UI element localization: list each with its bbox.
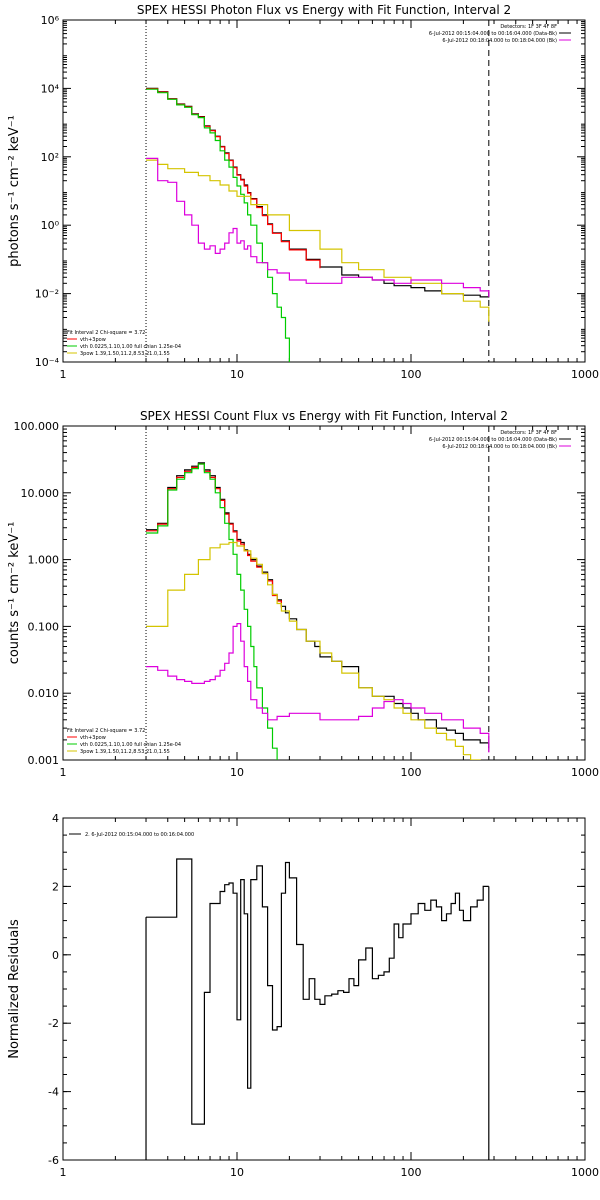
series-group bbox=[146, 462, 490, 760]
y-axis-label: photons s⁻¹ cm⁻² keV⁻¹ bbox=[7, 115, 22, 267]
series-background bbox=[146, 623, 490, 753]
series-3pow bbox=[146, 159, 490, 322]
y-tick-label: 10.000 bbox=[21, 487, 60, 500]
plot-frame bbox=[62, 817, 586, 1161]
y-tick-label: 0.010 bbox=[28, 687, 60, 700]
series-group bbox=[145, 858, 490, 1160]
legend-left-text: 3pow 1.39,1.50,11.2,8.53,21.0,1.55 bbox=[80, 351, 170, 357]
y-tick-label: -6 bbox=[48, 1154, 59, 1167]
legend-left-text: vth 0.0225,1.10,1.00 full chian 1.25e-04 bbox=[80, 344, 181, 350]
x-tick-label: 1000 bbox=[571, 1166, 599, 1179]
y-tick-label: 10⁶ bbox=[41, 14, 60, 27]
chart-2 bbox=[62, 425, 586, 761]
x-tick-label: 1 bbox=[60, 368, 67, 381]
legend-left-text: vth+3pow bbox=[80, 337, 106, 343]
y-tick-label: 10⁴ bbox=[41, 82, 60, 95]
legend-left-text: Fit Interval 2 Chi-square = 3.72 bbox=[67, 728, 145, 734]
y-axis-label: counts s⁻¹ cm⁻² keV⁻¹ bbox=[7, 522, 22, 665]
series-data-bk bbox=[146, 462, 490, 749]
y-tick-label: 100.000 bbox=[14, 420, 60, 433]
legend-left-text: Fit Interval 2 Chi-square = 3.72 bbox=[67, 330, 145, 336]
chart-3 bbox=[62, 817, 586, 1161]
series-vth bbox=[146, 88, 290, 362]
x-tick-label: 100 bbox=[401, 766, 422, 779]
legend-right-text: 6-Jul-2012 00:15:04.000 to 00:16:04.000 … bbox=[429, 437, 557, 443]
legend-left-text: vth+3pow bbox=[80, 735, 106, 741]
series-residuals bbox=[146, 858, 489, 1125]
legend-right-text: 6-Jul-2012 00:18:04.000 to 00:18:04.000 … bbox=[442, 444, 557, 450]
chart-title: SPEX HESSI Photon Flux vs Energy with Fi… bbox=[137, 3, 511, 17]
plot-frame bbox=[62, 19, 586, 363]
legend-right-text: 6-Jul-2012 00:15:04.000 to 00:16:04.000 … bbox=[429, 31, 557, 37]
chart-title: SPEX HESSI Count Flux vs Energy with Fit… bbox=[140, 409, 508, 423]
y-axis-label: Normalized Residuals bbox=[7, 919, 22, 1059]
y-tick-label: 10⁻⁴ bbox=[35, 356, 60, 369]
y-tick-label: 10⁰ bbox=[41, 219, 60, 232]
series-data-bk bbox=[146, 87, 490, 298]
x-tick-label: 1 bbox=[60, 766, 67, 779]
series-background bbox=[146, 157, 490, 297]
y-tick-label: 0.100 bbox=[28, 620, 60, 633]
y-tick-label: 4 bbox=[52, 812, 59, 825]
plot-frame bbox=[62, 425, 586, 761]
legend-right-text: Detectors: 1F 3F 4F 8F bbox=[500, 430, 557, 436]
y-tick-label: 0.001 bbox=[28, 754, 60, 767]
legend-left-text: 2. 6-Jul-2012 00:15:04.000 to 00:16:04.0… bbox=[85, 832, 194, 838]
series-vth bbox=[146, 463, 278, 760]
x-tick-label: 10 bbox=[230, 1166, 244, 1179]
legend-right-text: Detectors: 1F 3F 4F 8F bbox=[500, 24, 557, 30]
x-tick-label: 1000 bbox=[571, 766, 599, 779]
legend-left-text: 3pow 1.39,1.50,11.2,8.53,21.0,1.55 bbox=[80, 749, 170, 755]
y-tick-label: 0 bbox=[52, 949, 59, 962]
y-tick-label: 1.000 bbox=[28, 554, 60, 567]
series-group bbox=[146, 87, 490, 362]
chart-1 bbox=[62, 19, 586, 363]
series-vth-3pow bbox=[146, 463, 282, 608]
x-tick-label: 1 bbox=[60, 1166, 67, 1179]
y-tick-label: -2 bbox=[48, 1017, 59, 1030]
y-tick-label: 10⁻² bbox=[35, 288, 59, 301]
x-tick-label: 10 bbox=[230, 368, 244, 381]
x-tick-label: 100 bbox=[401, 1166, 422, 1179]
x-tick-label: 10 bbox=[230, 766, 244, 779]
y-tick-label: 10² bbox=[41, 151, 59, 164]
x-tick-label: 100 bbox=[401, 368, 422, 381]
series-vth-3pow bbox=[146, 88, 321, 269]
legend-left-text: vth 0.0225,1.10,1.00 full chian 1.25e-04 bbox=[80, 742, 181, 748]
series-3pow bbox=[146, 541, 481, 760]
y-tick-label: -4 bbox=[48, 1086, 59, 1099]
x-tick-label: 1000 bbox=[571, 368, 599, 381]
legend-right-text: 6-Jul-2012 00:18:04.000 to 00:18:04.000 … bbox=[442, 38, 557, 44]
y-tick-label: 2 bbox=[52, 880, 59, 893]
